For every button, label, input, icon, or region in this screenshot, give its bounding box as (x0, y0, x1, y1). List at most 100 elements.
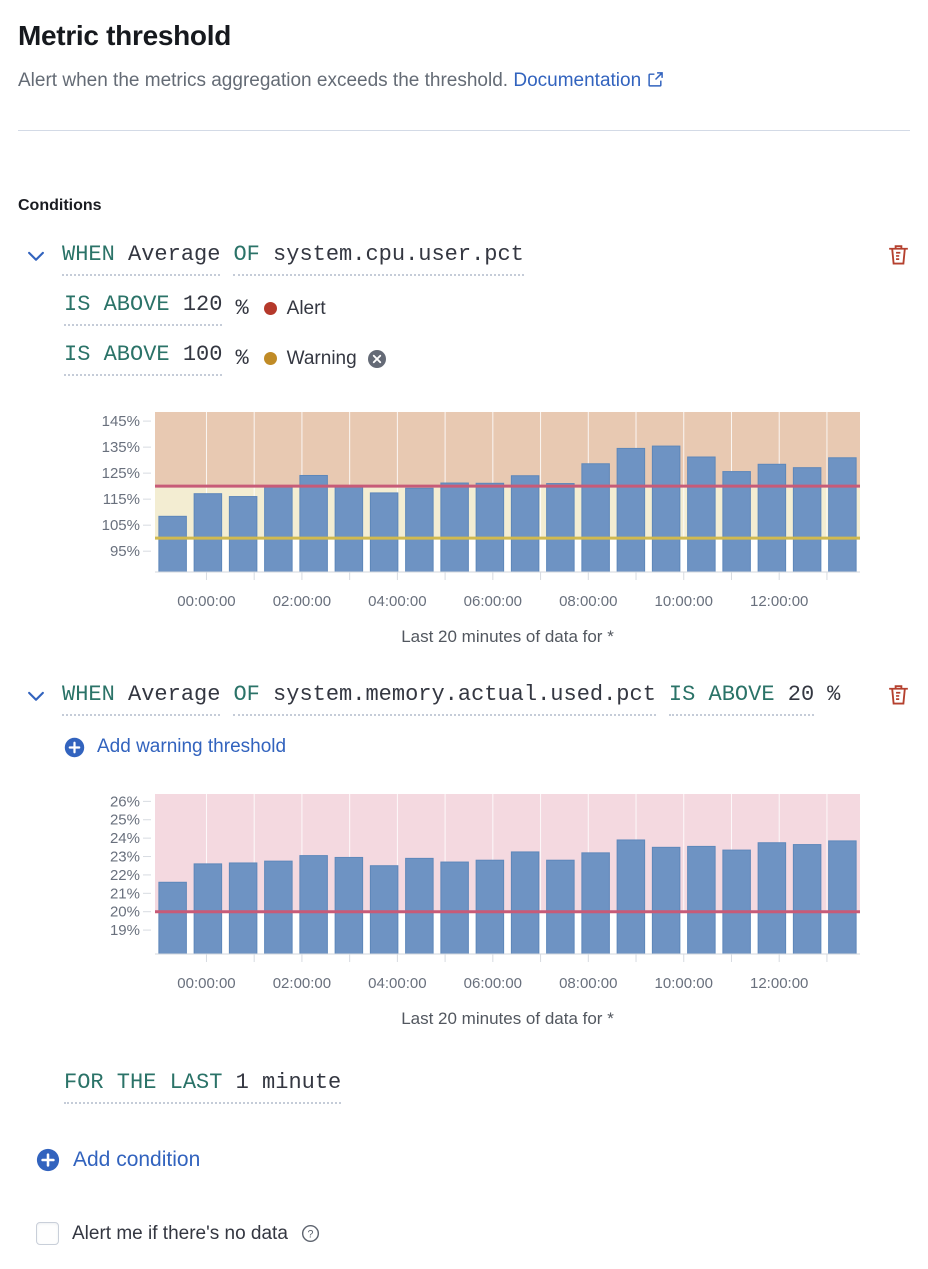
condition-2-preview-chart: 19% 20% 21% 22% 23% 24% 25% 26% 00:00:00 02:00:00… (85, 788, 910, 1035)
warning-threshold-row: IS ABOVE 100 % Warning (64, 341, 910, 376)
bar (792, 844, 822, 955)
plus-in-circle-icon (36, 1148, 60, 1172)
trash-icon (889, 245, 908, 265)
x-axis-tick-label: 10:00:00 (655, 975, 713, 992)
y-axis-tick-label: 25% (110, 812, 140, 829)
x-axis-tick-label: 12:00:00 (750, 593, 808, 610)
chart-caption: Last 20 minutes of data for * (401, 1009, 614, 1028)
x-axis-tick-label: 04:00:00 (368, 593, 426, 610)
y-axis-tick-label: 115% (103, 491, 140, 508)
bar (651, 445, 681, 573)
bar (687, 456, 716, 573)
delete-condition-2-button[interactable] (887, 683, 910, 706)
no-data-checkbox[interactable] (36, 1222, 59, 1245)
cross-in-circle-icon (367, 349, 386, 368)
threshold-zone (155, 412, 860, 487)
conditions-label: Conditions (18, 197, 102, 214)
bar (405, 857, 434, 955)
y-axis-tick-label: 20% (110, 904, 140, 921)
plus-in-circle-icon (64, 737, 85, 757)
alert-badge-label: Alert (286, 297, 326, 319)
bar (264, 860, 293, 955)
threshold-unit: % (235, 346, 249, 371)
section-divider (18, 130, 910, 131)
x-axis-tick-label: 12:00:00 (750, 975, 808, 992)
x-axis-tick-label: 00:00:00 (177, 593, 235, 610)
y-axis-tick-label: 135% (102, 439, 140, 456)
collapse-condition-2-button[interactable] (24, 684, 48, 708)
svg-text:?: ? (307, 1228, 313, 1240)
remove-warning-threshold-button[interactable] (367, 349, 387, 369)
bar (546, 859, 575, 955)
bar (193, 493, 223, 573)
when-aggregation-expression[interactable]: WHEN Average (62, 681, 221, 716)
external-link-icon (648, 72, 663, 87)
page-subtitle: Alert when the metrics aggregation excee… (18, 68, 910, 94)
help-icon[interactable]: ? (301, 1224, 320, 1243)
y-axis-tick-label: 95% (110, 543, 140, 560)
alert-threshold-expression[interactable]: IS ABOVE 120 (64, 291, 223, 326)
bar (581, 852, 610, 955)
bar (757, 842, 787, 955)
no-data-checkbox-row: Alert me if there's no data ? (36, 1222, 910, 1245)
bar (193, 863, 223, 955)
y-axis-tick-label: 24% (110, 830, 140, 847)
add-condition-button[interactable]: Add condition (36, 1148, 200, 1172)
threshold-expression[interactable]: IS ABOVE 20 (668, 681, 815, 716)
y-axis-tick-label: 145% (102, 413, 140, 430)
x-axis-tick-label: 04:00:00 (368, 975, 426, 992)
subtitle-text: Alert when the metrics aggregation excee… (18, 70, 509, 91)
x-axis-tick-label: 08:00:00 (559, 975, 617, 992)
when-aggregation-expression[interactable]: WHEN Average (62, 241, 221, 276)
no-data-label: Alert me if there's no data (72, 1222, 288, 1244)
bar-chart: 95% 105% 115% 125% 135% 145% 00:00:00 02:00:00 0… (102, 412, 860, 646)
for-the-last-expression[interactable]: FOR THE LAST 1 minute (64, 1069, 342, 1104)
threshold-zone (155, 794, 860, 912)
chevron-down-icon (28, 691, 44, 701)
bar (687, 845, 716, 955)
bar (581, 463, 610, 573)
x-axis-tick-label: 02:00:00 (273, 593, 331, 610)
bar (475, 482, 505, 573)
bar (158, 515, 187, 573)
warning-badge-label: Warning (286, 347, 357, 369)
condition-block-2: WHEN Average OF system.memory.actual.use… (18, 681, 910, 1035)
bar (228, 862, 258, 955)
bar (828, 840, 857, 955)
bar (264, 486, 293, 573)
bar (616, 447, 646, 573)
bar (440, 861, 469, 955)
alert-dot-icon (263, 302, 277, 315)
delete-condition-1-button[interactable] (887, 243, 910, 266)
bar (334, 486, 364, 573)
of-metric-expression[interactable]: OF system.memory.actual.used.pct (233, 681, 656, 716)
y-axis-tick-label: 26% (110, 793, 140, 810)
bar (510, 851, 540, 955)
bar (792, 467, 822, 573)
page-title: Metric threshold (18, 20, 232, 51)
x-axis-tick-label: 10:00:00 (655, 593, 713, 610)
add-warning-threshold-button[interactable]: Add warning threshold (64, 736, 286, 758)
threshold-unit: % (235, 296, 249, 321)
chart-caption: Last 20 minutes of data for * (401, 627, 614, 646)
bar (228, 496, 258, 573)
bar (616, 839, 646, 955)
documentation-link[interactable]: Documentation (513, 70, 664, 91)
threshold-unit: % (827, 682, 841, 707)
bar (369, 492, 399, 573)
bar (299, 855, 328, 955)
collapse-condition-1-button[interactable] (24, 244, 48, 268)
x-axis-tick-label: 08:00:00 (559, 593, 617, 610)
warning-threshold-expression[interactable]: IS ABOVE 100 (64, 341, 223, 376)
of-metric-expression[interactable]: OF system.cpu.user.pct (233, 241, 524, 276)
x-axis-tick-label: 02:00:00 (273, 975, 331, 992)
y-axis-tick-label: 125% (102, 465, 140, 482)
bar-chart: 19%20% 21%22%23% 24%25% 26% 00:00:00 02:00:00… (110, 793, 860, 1028)
bar (369, 865, 399, 955)
bar (757, 463, 787, 573)
bar (440, 482, 469, 573)
condition-block-1: WHEN Average OF system.cpu.user.pct IS A… (18, 241, 910, 653)
bar (510, 475, 540, 573)
condition-1-preview-chart: 95% 105% 115% 125% 135% 145% 00:00:00 02:00:00 0… (85, 406, 910, 653)
